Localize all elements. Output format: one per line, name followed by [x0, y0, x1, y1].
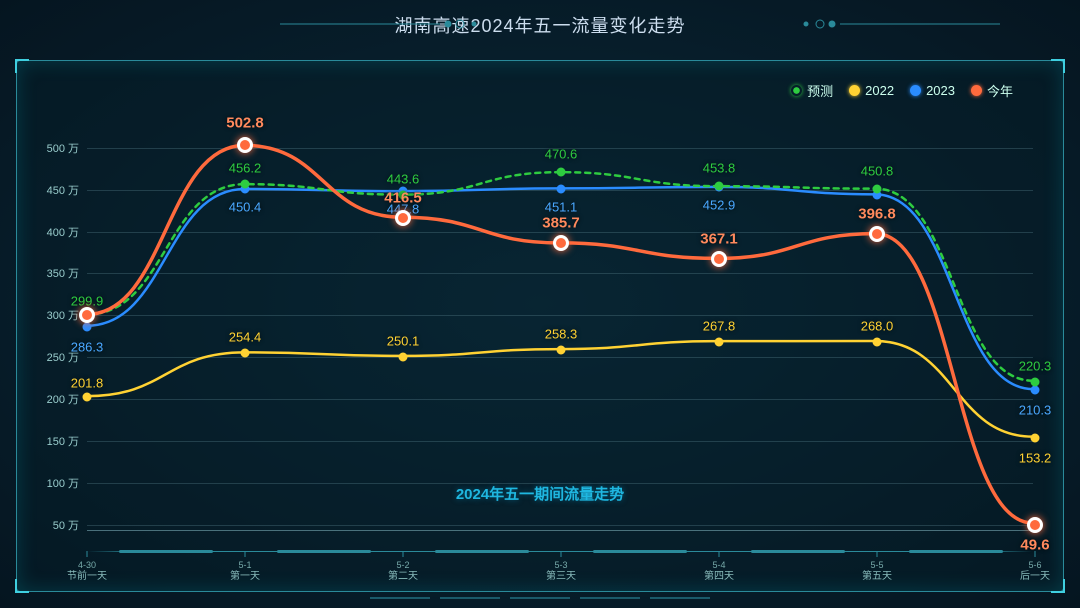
data-label: 153.2 — [1019, 451, 1052, 466]
data-label: 396.8 — [858, 206, 896, 223]
data-label: 451.1 — [545, 199, 578, 214]
y-tick: 100 万 — [47, 475, 79, 491]
data-point — [873, 184, 882, 193]
data-label: 267.8 — [703, 319, 736, 334]
data-label: 452.9 — [703, 198, 736, 213]
y-tick: 450 万 — [47, 182, 79, 198]
legend-item-forecast: 预测 — [791, 81, 833, 100]
data-label: 286.3 — [71, 339, 104, 354]
data-label: 254.4 — [229, 330, 262, 345]
y-tick: 350 万 — [47, 265, 79, 281]
data-label: 210.3 — [1019, 403, 1052, 418]
data-label: 250.1 — [387, 334, 420, 349]
data-point — [241, 349, 250, 358]
y-tick: 400 万 — [47, 224, 79, 240]
data-point — [873, 338, 882, 347]
data-label: 453.8 — [703, 161, 736, 176]
bottom-decoration — [370, 597, 710, 599]
x-tick: 4-30节前一天 — [67, 560, 107, 583]
data-label: 416.5 — [384, 189, 422, 206]
data-point — [237, 137, 253, 153]
data-label: 470.6 — [545, 147, 578, 162]
data-point — [557, 346, 566, 355]
legend-item-thisyear: 今年 — [971, 81, 1013, 100]
x-tick: 5-2第二天 — [388, 560, 418, 583]
data-point — [715, 338, 724, 347]
data-point — [711, 251, 727, 267]
legend: 预测 2022 2023 今年 — [791, 81, 1013, 100]
legend-item-y2023: 2023 — [910, 81, 955, 100]
data-label: 450.8 — [861, 163, 894, 178]
data-point — [395, 210, 411, 226]
y-tick: 200 万 — [47, 391, 79, 407]
plot-area: 201.8254.4250.1258.3267.8268.0153.2286.3… — [87, 131, 1033, 531]
x-tick: 5-3第三天 — [546, 560, 576, 583]
data-point — [557, 184, 566, 193]
data-label: 367.1 — [700, 231, 738, 248]
data-label: 201.8 — [71, 376, 104, 391]
x-tick: 5-5第五天 — [862, 560, 892, 583]
page-title: 湖南高速2024年五一流量变化走势 — [394, 16, 685, 36]
data-point — [1027, 517, 1043, 533]
chart-subtitle: 2024年五一期间流量走势 — [456, 483, 624, 504]
legend-item-y2022: 2022 — [849, 81, 894, 100]
data-label: 456.2 — [229, 161, 262, 176]
title-decoration-left — [180, 23, 380, 25]
line-chart: 预测20222023今年 50 万100 万150 万200 万250 万300… — [17, 61, 1063, 591]
data-point — [241, 180, 250, 189]
data-label: 385.7 — [542, 215, 580, 232]
x-tick: 5-6后一天 — [1020, 560, 1050, 583]
data-label: 450.4 — [229, 200, 262, 215]
data-point — [83, 322, 92, 331]
data-label: 258.3 — [545, 327, 578, 342]
data-point — [553, 235, 569, 251]
y-axis: 50 万100 万150 万200 万250 万300 万350 万400 万4… — [31, 61, 83, 591]
x-tick: 5-4第四天 — [704, 560, 734, 583]
data-point — [399, 353, 408, 362]
y-tick: 500 万 — [47, 140, 79, 156]
data-point — [79, 307, 95, 323]
data-label: 220.3 — [1019, 358, 1052, 373]
x-tick: 5-1第一天 — [230, 560, 260, 583]
title-decoration-right — [700, 23, 900, 25]
data-point — [715, 182, 724, 191]
data-point — [1031, 377, 1040, 386]
data-point — [83, 393, 92, 402]
data-point — [1031, 434, 1040, 443]
y-tick: 150 万 — [47, 433, 79, 449]
y-tick: 50 万 — [53, 517, 79, 533]
data-label: 502.8 — [226, 115, 264, 132]
data-point — [869, 226, 885, 242]
chart-panel: 预测20222023今年 50 万100 万150 万200 万250 万300… — [16, 60, 1064, 592]
data-label: 443.6 — [387, 171, 420, 186]
data-point — [557, 168, 566, 177]
data-point — [1031, 386, 1040, 395]
data-label: 268.0 — [861, 319, 894, 334]
y-tick: 300 万 — [47, 307, 79, 323]
x-axis: 4-30节前一天5-1第一天5-2第二天5-3第三天5-4第四天5-5第五天5-… — [87, 535, 1033, 583]
